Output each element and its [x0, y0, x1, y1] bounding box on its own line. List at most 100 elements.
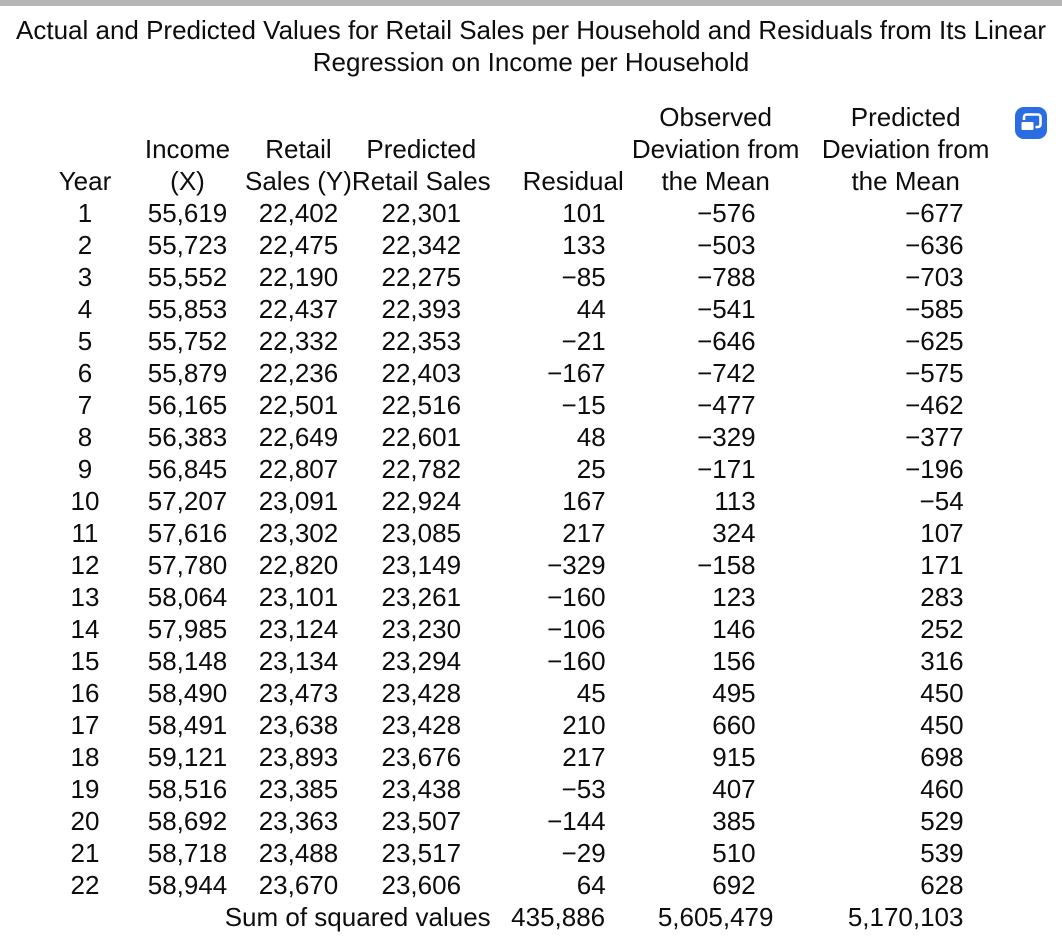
cell-income-x: 55,879	[147, 358, 228, 388]
cell-predicted-retail-sales: 23,294	[381, 646, 462, 676]
table-row: 7 56,165 22,501 22,516 −15 −477 −462	[40, 389, 1006, 421]
cell-predicted-retail-sales: 22,301	[381, 198, 462, 228]
cell-observed-deviation: −503	[697, 230, 756, 260]
table-header: Observed Predicted Income Retail Predict…	[40, 101, 1006, 197]
cell-predicted-deviation: −625	[905, 326, 964, 356]
col-header-predicted-deviation: the Mean	[851, 166, 960, 196]
cell-observed-deviation: 660	[712, 710, 756, 740]
cell-retail-sales-y: 23,302	[258, 518, 339, 548]
cell-predicted-deviation: 107	[920, 518, 964, 548]
col-header-predicted-retail-l1	[352, 101, 491, 133]
col-header-observed-deviation-l1: Observed	[659, 102, 773, 132]
cell-residual: 48	[576, 422, 606, 452]
col-header-year: Year	[58, 166, 112, 196]
col-header-predicted-retail: Retail Sales	[351, 166, 491, 196]
cell-retail-sales-y: 22,437	[258, 294, 339, 324]
table-row: 17 58,491 23,638 23,428 210 660 450	[40, 709, 1006, 741]
cell-residual: −144	[547, 806, 606, 836]
cell-year: 22	[70, 870, 100, 900]
cell-income-x: 55,552	[147, 262, 228, 292]
cell-predicted-retail-sales: 23,149	[381, 550, 462, 580]
cell-residual: 44	[576, 294, 606, 324]
col-header-predicted-deviation-l2: Deviation from	[821, 134, 990, 164]
page-title-line1: Actual and Predicted Values for Retail S…	[16, 15, 1046, 45]
cell-residual: −21	[561, 326, 606, 356]
col-header-observed-deviation-l2: Deviation from	[631, 134, 800, 164]
cell-retail-sales-y: 23,473	[258, 678, 339, 708]
cell-predicted-retail-sales: 22,516	[381, 390, 462, 420]
cell-predicted-deviation: −377	[905, 422, 964, 452]
cell-year: 17	[70, 710, 100, 740]
cell-residual: −29	[561, 838, 606, 868]
cell-observed-deviation: −541	[697, 294, 756, 324]
table-row: 4 55,853 22,437 22,393 44 −541 −585	[40, 293, 1006, 325]
cell-retail-sales-y: 22,820	[258, 550, 339, 580]
cell-year: 6	[77, 358, 93, 388]
cell-retail-sales-y: 22,475	[258, 230, 339, 260]
cell-predicted-retail-sales: 23,438	[381, 774, 462, 804]
table-row: 14 57,985 23,124 23,230 −106 146 252	[40, 613, 1006, 645]
cell-income-x: 58,516	[147, 774, 228, 804]
cell-year: 7	[77, 390, 93, 420]
cell-residual: 45	[576, 678, 606, 708]
cell-predicted-retail-sales: 22,601	[381, 422, 462, 452]
table-row: 2 55,723 22,475 22,342 133 −503 −636	[40, 229, 1006, 261]
cell-year: 1	[77, 198, 93, 228]
table-row: 10 57,207 23,091 22,924 167 113 −54	[40, 485, 1006, 517]
cell-predicted-retail-sales: 22,403	[381, 358, 462, 388]
cell-predicted-retail-sales: 23,428	[381, 678, 462, 708]
cell-residual: 210	[562, 710, 606, 740]
duplicate-window-icon[interactable]	[1014, 106, 1048, 140]
cell-residual: 217	[562, 742, 606, 772]
cell-observed-deviation: 407	[712, 774, 756, 804]
table-row: 20 58,692 23,363 23,507 −144 385 529	[40, 805, 1006, 837]
table-row: 8 56,383 22,649 22,601 48 −329 −377	[40, 421, 1006, 453]
cell-income-x: 58,491	[147, 710, 228, 740]
table-row: 11 57,616 23,302 23,085 217 324 107	[40, 517, 1006, 549]
cell-income-x: 58,944	[147, 870, 228, 900]
cell-year: 12	[70, 550, 100, 580]
cell-year: 20	[70, 806, 100, 836]
cell-income-x: 55,619	[147, 198, 228, 228]
cell-retail-sales-y: 22,501	[258, 390, 339, 420]
cell-residual: −160	[547, 582, 606, 612]
col-header-residual-l1	[491, 101, 626, 133]
cell-observed-deviation: −158	[697, 550, 756, 580]
cell-observed-deviation: −742	[697, 358, 756, 388]
table-row: 21 58,718 23,488 23,517 −29 510 539	[40, 837, 1006, 869]
col-header-retail-sales-l2: Retail	[265, 134, 332, 164]
cell-predicted-deviation: −462	[905, 390, 964, 420]
predicted-deviation-sum: 5,170,103	[847, 902, 964, 932]
cell-predicted-retail-sales: 23,428	[381, 710, 462, 740]
col-header-income: (X)	[170, 166, 205, 196]
cell-retail-sales-y: 23,091	[258, 486, 339, 516]
cell-residual: −85	[561, 262, 606, 292]
cell-income-x: 55,752	[147, 326, 228, 356]
cell-income-x: 58,718	[147, 838, 228, 868]
cell-observed-deviation: 123	[712, 582, 756, 612]
col-header-retail-sales-l1	[245, 101, 352, 133]
cell-retail-sales-y: 23,670	[258, 870, 339, 900]
header-row-3: Year (X) Sales (Y) Retail Sales Residual…	[40, 165, 1006, 197]
cell-income-x: 56,383	[147, 422, 228, 452]
table-row: 5 55,752 22,332 22,353 −21 −646 −625	[40, 325, 1006, 357]
cell-residual: 217	[562, 518, 606, 548]
cell-residual: 25	[576, 454, 606, 484]
cell-observed-deviation: −646	[697, 326, 756, 356]
cell-income-x: 57,985	[147, 614, 228, 644]
cell-residual: 101	[562, 198, 606, 228]
cell-predicted-deviation: 698	[920, 742, 964, 772]
table-row: 3 55,552 22,190 22,275 −85 −788 −703	[40, 261, 1006, 293]
table-body: 1 55,619 22,402 22,301 101 −576 −677 2 5…	[40, 197, 1006, 901]
cell-residual: 167	[562, 486, 606, 516]
sum-row-label: Sum of squared values	[224, 902, 491, 932]
cell-predicted-retail-sales: 22,275	[381, 262, 462, 292]
col-header-predicted-retail-l2: Predicted	[366, 134, 477, 164]
table-row: 19 58,516 23,385 23,438 −53 407 460	[40, 773, 1006, 805]
cell-observed-deviation: 156	[712, 646, 756, 676]
cell-predicted-retail-sales: 23,606	[381, 870, 462, 900]
cell-observed-deviation: 915	[712, 742, 756, 772]
data-table: Observed Predicted Income Retail Predict…	[40, 101, 1006, 933]
table-row: 15 58,148 23,134 23,294 −160 156 316	[40, 645, 1006, 677]
page-title: Actual and Predicted Values for Retail S…	[0, 14, 1062, 78]
